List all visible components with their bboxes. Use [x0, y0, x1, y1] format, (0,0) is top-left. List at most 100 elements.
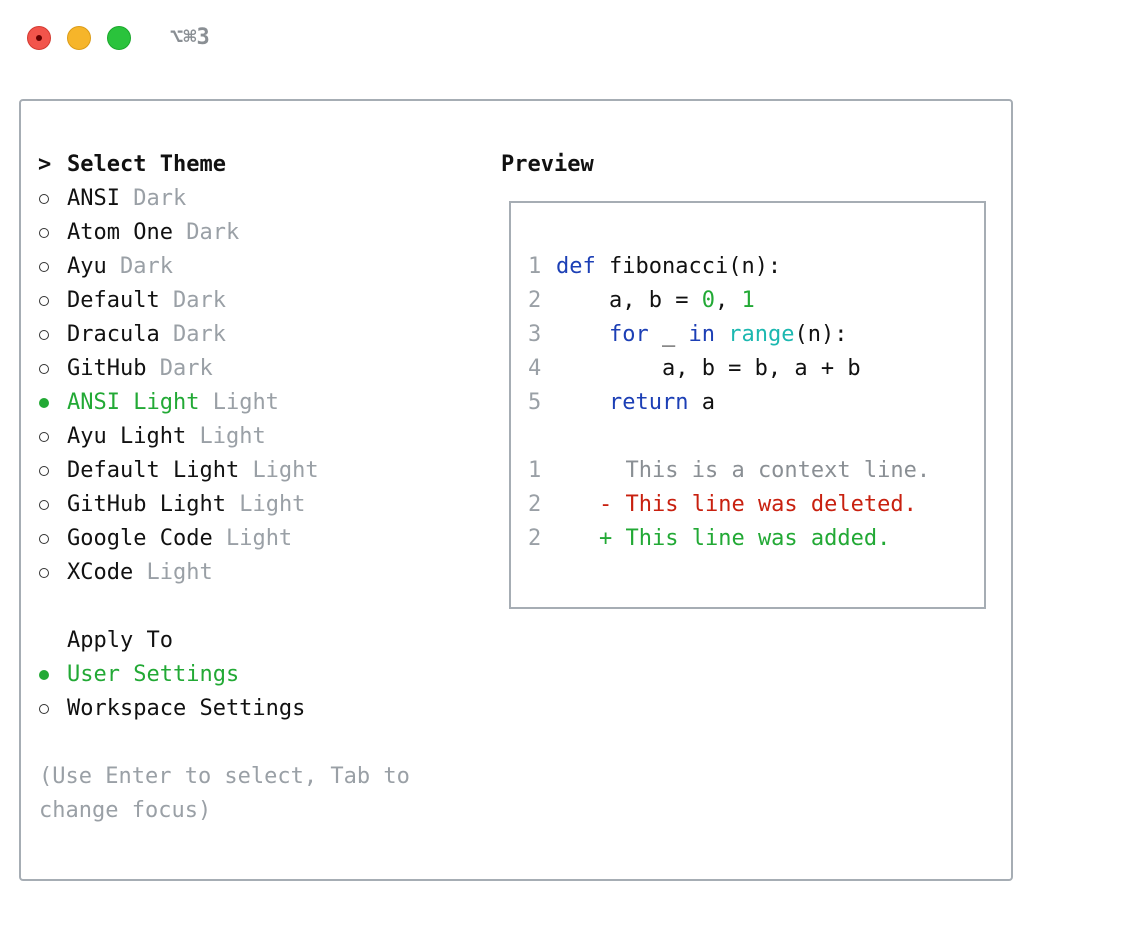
code-token: def [556, 254, 596, 279]
option-variant: Dark [159, 356, 213, 381]
code-token: (n): [794, 322, 848, 347]
option-label: Workspace Settings [67, 692, 305, 726]
radio [39, 432, 49, 442]
radio [39, 364, 49, 374]
zoom-button[interactable] [107, 26, 131, 50]
option-label: GitHub Dark [67, 352, 213, 386]
option-name: User Settings [67, 662, 240, 687]
line-number: 1 [528, 254, 542, 279]
radio [39, 262, 49, 272]
option-variant: Light [252, 458, 319, 483]
preview-title: Preview [501, 152, 594, 177]
line-number: 2 [528, 526, 542, 551]
option-row[interactable]: User Settings [39, 658, 459, 692]
code-token: 1 [741, 288, 755, 313]
option-row[interactable]: Ayu Dark [39, 250, 459, 284]
option-row[interactable]: GitHub Light Light [39, 488, 459, 522]
code-token: for [556, 322, 649, 347]
radio [39, 466, 49, 476]
code-token: return [556, 390, 689, 415]
option-label: ANSI Light Light [67, 386, 279, 420]
option-name: Atom One [67, 220, 173, 245]
option-name: GitHub Light [67, 492, 226, 517]
radio [39, 704, 49, 714]
dialog-title: Select Theme [67, 152, 226, 177]
option-row[interactable]: Workspace Settings [39, 692, 459, 726]
code-token: in [688, 322, 715, 347]
hint-text: (Use Enter to select, Tab to change focu… [39, 764, 410, 823]
line-number: 5 [528, 390, 542, 415]
code-line: def fibonacci(n): [556, 250, 781, 284]
option-label: XCode Light [67, 556, 213, 590]
code-token: a [688, 390, 715, 415]
diff-line: - This line was deleted. [599, 492, 917, 517]
radio [39, 330, 49, 340]
option-variant: Light [239, 492, 306, 517]
diff-line: This is a context line. [599, 458, 931, 483]
option-name: ANSI [67, 186, 120, 211]
code-token: 0 [701, 288, 715, 313]
diff-line: + This line was added. [599, 526, 891, 551]
code-token: fibonacci(n): [595, 254, 782, 279]
option-label: Ayu Dark [67, 250, 173, 284]
option-row[interactable]: Dracula Dark [39, 318, 459, 352]
option-row[interactable]: GitHub Dark [39, 352, 459, 386]
option-variant: Dark [186, 220, 240, 245]
line-number: 1 [528, 458, 542, 483]
option-name: Ayu Light [67, 424, 187, 449]
option-name: Dracula [67, 322, 160, 347]
option-label: Dracula Dark [67, 318, 226, 352]
option-label: GitHub Light Light [67, 488, 305, 522]
option-label: Atom One Dark [67, 216, 239, 250]
code-line: for _ in range(n): [556, 318, 847, 352]
option-variant: Dark [172, 288, 226, 313]
option-label: ANSI Dark [67, 182, 186, 216]
close-button[interactable] [27, 26, 51, 50]
code-token: range [728, 322, 795, 347]
option-name: Workspace Settings [67, 696, 306, 721]
hint: (Use Enter to select, Tab to change focu… [39, 760, 459, 823]
minimize-button[interactable] [67, 26, 91, 50]
option-name: GitHub [67, 356, 147, 381]
radio [39, 500, 49, 510]
option-row[interactable]: Ayu Light Light [39, 420, 459, 454]
option-row[interactable]: ANSI Light Light [39, 386, 459, 420]
option-row[interactable]: Default Light Light [39, 454, 459, 488]
code-line: a, b = b, a + b [556, 352, 861, 386]
option-variant: Dark [133, 186, 187, 211]
option-label: Ayu Light Light [67, 420, 266, 454]
option-variant: Light [199, 424, 266, 449]
apply-title: Apply To [67, 628, 173, 653]
shortcut: ⌥⌘3 [170, 25, 210, 50]
option-variant: Dark [172, 322, 226, 347]
option-label: Default Dark [67, 284, 226, 318]
preview-frame [509, 201, 986, 609]
line-number: 2 [528, 492, 542, 517]
option-name: ANSI Light [67, 390, 200, 415]
code-token: _ [648, 322, 689, 347]
option-variant: Light [212, 390, 279, 415]
option-row[interactable]: Google Code Light [39, 522, 459, 556]
line-number: 4 [528, 356, 542, 381]
code-token [715, 322, 728, 347]
line-number: 2 [528, 288, 542, 313]
code-token: a, b = [556, 288, 702, 313]
option-row[interactable]: ANSI Dark [39, 182, 459, 216]
option-variant: Dark [120, 254, 173, 279]
option-name: Default [67, 288, 160, 313]
option-variant: Light [146, 560, 213, 585]
radio [39, 228, 49, 238]
option-label: User Settings [67, 658, 239, 692]
option-name: Default Light [67, 458, 240, 483]
radio [39, 568, 49, 578]
option-row[interactable]: XCode Light [39, 556, 459, 590]
radio [39, 398, 49, 408]
option-name: Ayu [67, 254, 107, 279]
option-variant: Light [225, 526, 293, 551]
option-name: Google Code [67, 526, 213, 551]
option-row[interactable]: Default Dark [39, 284, 459, 318]
code-line: return a [556, 386, 715, 420]
code-line: a, b = 0, 1 [556, 284, 755, 318]
option-row[interactable]: Atom One Dark [39, 216, 459, 250]
